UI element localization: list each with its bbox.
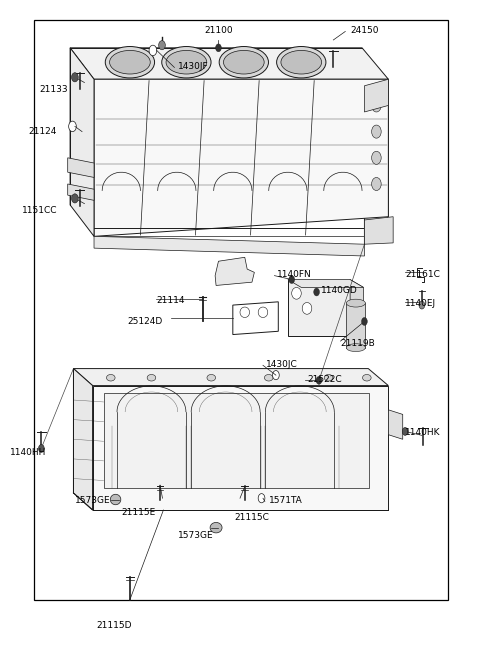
Polygon shape [288, 279, 363, 287]
Ellipse shape [258, 307, 268, 318]
Text: 21115E: 21115E [121, 508, 156, 517]
Polygon shape [215, 257, 254, 285]
Polygon shape [70, 48, 388, 79]
Ellipse shape [362, 375, 371, 381]
Polygon shape [233, 302, 278, 335]
Polygon shape [350, 279, 363, 344]
Text: 1140HK: 1140HK [405, 428, 441, 438]
Ellipse shape [110, 494, 121, 504]
Ellipse shape [292, 287, 301, 299]
Circle shape [419, 301, 425, 309]
Circle shape [316, 377, 322, 384]
Circle shape [72, 194, 78, 203]
Text: 21133: 21133 [39, 85, 68, 94]
Circle shape [372, 99, 381, 112]
Ellipse shape [107, 375, 115, 381]
Text: 24150: 24150 [350, 26, 379, 35]
Text: 21115C: 21115C [234, 514, 269, 522]
Text: 21115D: 21115D [96, 621, 132, 630]
Text: 21119B: 21119B [340, 339, 375, 348]
Text: 21124: 21124 [28, 127, 57, 136]
Polygon shape [73, 369, 388, 386]
Polygon shape [288, 279, 350, 336]
Polygon shape [388, 410, 403, 440]
Circle shape [273, 371, 279, 380]
Circle shape [149, 45, 157, 56]
Text: 1151CC: 1151CC [22, 206, 58, 215]
Ellipse shape [219, 47, 268, 78]
Circle shape [216, 44, 221, 52]
Text: 1430JC: 1430JC [266, 359, 298, 369]
Polygon shape [104, 394, 369, 488]
Ellipse shape [281, 51, 322, 74]
Text: 21161C: 21161C [405, 270, 440, 279]
Ellipse shape [166, 51, 207, 74]
Ellipse shape [302, 302, 312, 314]
Text: 1140HH: 1140HH [10, 448, 47, 457]
Text: 1573GE: 1573GE [75, 496, 110, 504]
Circle shape [372, 125, 381, 138]
Circle shape [314, 288, 320, 296]
Text: 1140GD: 1140GD [322, 285, 358, 295]
Circle shape [372, 177, 381, 190]
Circle shape [158, 41, 165, 50]
Circle shape [69, 121, 76, 132]
Polygon shape [68, 184, 94, 200]
Text: 1140FN: 1140FN [277, 270, 312, 279]
FancyBboxPatch shape [346, 303, 365, 348]
Ellipse shape [324, 375, 333, 381]
Polygon shape [70, 48, 94, 236]
Ellipse shape [276, 47, 326, 78]
Text: 21522C: 21522C [307, 375, 342, 384]
Circle shape [402, 428, 408, 436]
Circle shape [38, 445, 44, 453]
Circle shape [289, 276, 295, 283]
Polygon shape [73, 369, 93, 510]
Ellipse shape [264, 375, 273, 381]
Polygon shape [94, 236, 364, 256]
Ellipse shape [105, 47, 155, 78]
Ellipse shape [162, 47, 211, 78]
Polygon shape [93, 386, 388, 510]
Polygon shape [68, 158, 94, 177]
Ellipse shape [346, 344, 365, 352]
Ellipse shape [109, 51, 150, 74]
Ellipse shape [346, 299, 365, 307]
Polygon shape [364, 79, 388, 112]
Text: 1571TA: 1571TA [269, 496, 302, 504]
Text: 1140EJ: 1140EJ [405, 298, 436, 308]
Circle shape [361, 318, 367, 325]
Ellipse shape [210, 522, 222, 533]
Polygon shape [364, 79, 388, 244]
Circle shape [258, 493, 265, 502]
Text: 21100: 21100 [204, 26, 233, 35]
Text: 25124D: 25124D [128, 317, 163, 326]
Text: 21114: 21114 [156, 296, 185, 305]
Ellipse shape [224, 51, 264, 74]
Bar [34, 20, 448, 600]
Ellipse shape [147, 375, 156, 381]
Ellipse shape [207, 375, 216, 381]
Polygon shape [364, 216, 393, 244]
Ellipse shape [240, 307, 250, 318]
Polygon shape [94, 79, 388, 236]
Circle shape [372, 152, 381, 165]
Circle shape [72, 73, 78, 82]
Text: 1430JF: 1430JF [178, 62, 208, 71]
Text: 1573GE: 1573GE [178, 531, 214, 540]
